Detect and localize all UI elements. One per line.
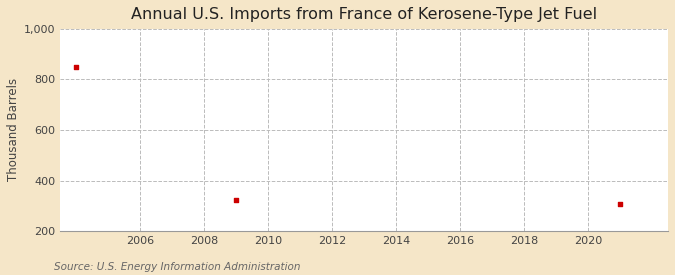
Text: Source: U.S. Energy Information Administration: Source: U.S. Energy Information Administ… [54,262,300,272]
Y-axis label: Thousand Barrels: Thousand Barrels [7,78,20,182]
Title: Annual U.S. Imports from France of Kerosene-Type Jet Fuel: Annual U.S. Imports from France of Keros… [131,7,597,22]
Point [615,201,626,206]
Point [231,198,242,202]
Point [71,65,82,70]
